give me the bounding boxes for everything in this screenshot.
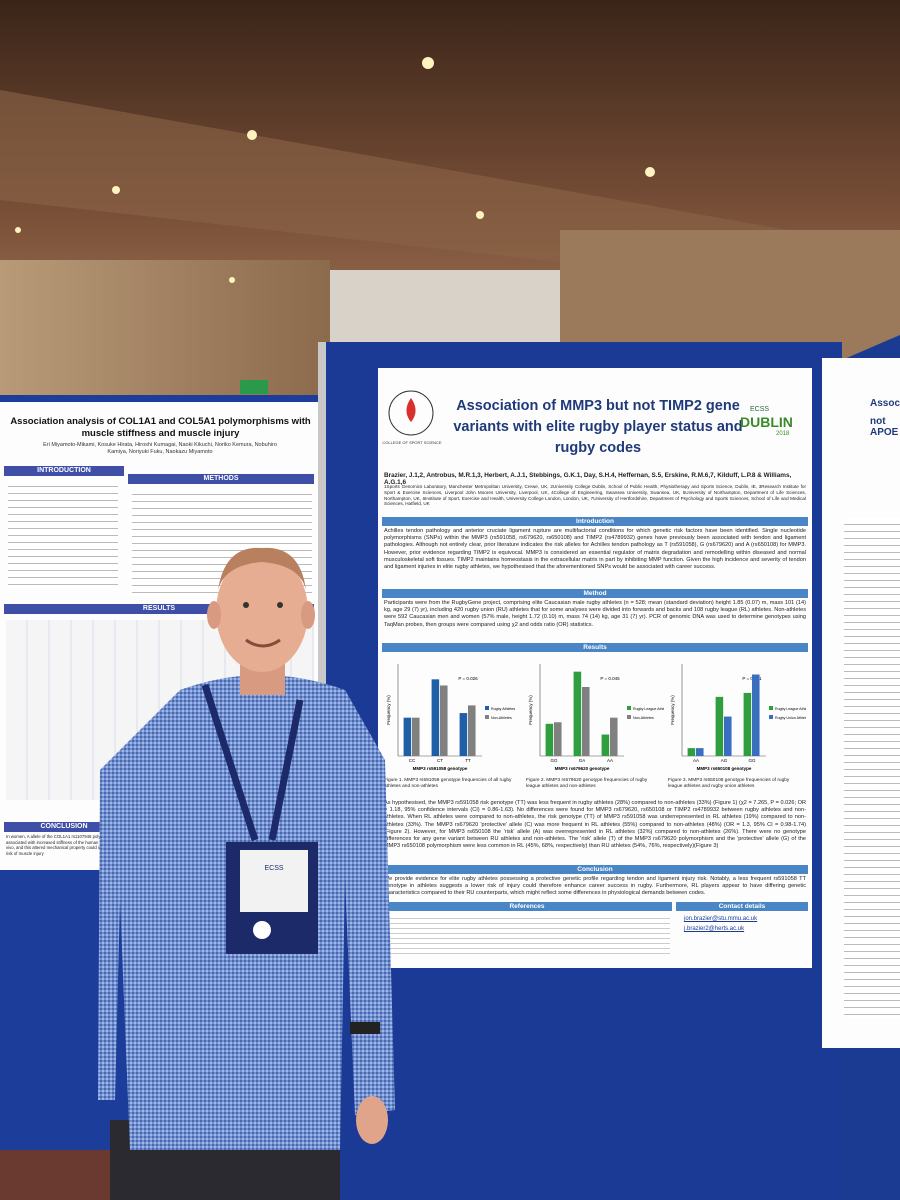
- x-tick-label: GG: [550, 758, 558, 763]
- section-text: Achilles tendon pathology and anterior c…: [384, 528, 806, 571]
- y-axis-label: Frequency (%): [670, 695, 675, 725]
- left-poster: Association analysis of COL1A1 and COL5A…: [0, 402, 318, 870]
- left-poster-authors: Eri Miyamoto-Mikami, Kosuke Hirata, Hiro…: [43, 442, 277, 455]
- x-axis-label: MMP3 rs650108 genotype: [697, 766, 752, 771]
- x-tick-label: AA: [607, 758, 613, 763]
- figures: Frequency (%) MMP3 rs591058 genotype P = 0…: [382, 656, 808, 796]
- bar: [412, 717, 420, 756]
- bar: [459, 713, 468, 756]
- logo-text: DUBLIN: [740, 414, 793, 430]
- x-tick-label: AA: [693, 758, 699, 763]
- results-text: As hypothesised, the MMP3 rs591058 risk …: [384, 800, 806, 850]
- x-tick-label: CT: [437, 758, 443, 763]
- section-heading: References: [382, 902, 672, 911]
- annotation: P = 0.026: [458, 676, 478, 681]
- right-poster: Associa not APOE: [822, 358, 900, 1048]
- x-tick-label: GA: [579, 758, 586, 763]
- text-block: [132, 488, 312, 598]
- x-axis-label: MMP3 rs591058 genotype: [413, 766, 468, 771]
- legend-label: Non-Athletes: [491, 716, 512, 720]
- bar: [582, 687, 590, 756]
- affiliations: 1Sports Genomics Laboratory, Manchester …: [384, 484, 806, 507]
- legend-swatch: [769, 706, 773, 710]
- section-heading: Introduction: [382, 517, 808, 526]
- figure-caption: Figure 1. MMP3 rs591058 genotype frequen…: [384, 778, 512, 789]
- right-poster-title: Associa: [870, 398, 900, 409]
- figure-caption: Figure 2. MMP3 rs679620 genotype frequen…: [526, 778, 648, 789]
- legend-label: Rugby League Athletes: [775, 707, 806, 711]
- legend-swatch: [485, 715, 489, 719]
- x-tick-label: CC: [409, 758, 416, 763]
- legend-label: Non-Athletes: [633, 716, 654, 720]
- bar: [468, 705, 476, 756]
- main-poster: COLLEGE OF SPORT SCIENCE Association of …: [378, 368, 812, 968]
- section-heading: Method: [382, 589, 808, 598]
- right-poster-subtitle: not APOE: [870, 416, 899, 438]
- legend-swatch: [627, 715, 631, 719]
- section-heading: Contact details: [676, 902, 808, 911]
- figure: Frequency (%) MMP3 rs679620 genotype P = 0…: [528, 664, 664, 771]
- annotation: P = 0.045: [600, 676, 620, 681]
- conclusion-text: In women, A allele of the COL1A1 rs11079…: [6, 834, 124, 856]
- text-block: [844, 518, 900, 1018]
- bar: [431, 679, 440, 756]
- contact-email[interactable]: jon.brazier@stu.mmu.ac.uk: [684, 916, 758, 922]
- legend-label: Rugby Athletes: [491, 707, 515, 711]
- figure: Frequency (%) MMP3 rs591058 genotype P = 0…: [386, 664, 515, 771]
- section-heading: RESULTS: [4, 604, 314, 614]
- authors: Brazier, J.1,2, Antrobus, M.R.1,3, Herbe…: [384, 472, 792, 486]
- x-tick-label: TT: [465, 758, 471, 763]
- bar: [696, 748, 704, 756]
- x-tick-label: GG: [748, 758, 756, 763]
- floor: [0, 1150, 330, 1200]
- section-heading: METHODS: [128, 474, 314, 484]
- x-tick-label: AG: [721, 758, 728, 763]
- window: [330, 270, 560, 350]
- bar: [610, 717, 618, 756]
- ceiling-lights: [15, 57, 655, 283]
- bar: [715, 696, 724, 756]
- results-area: [6, 620, 314, 800]
- college-logo: [388, 390, 434, 436]
- legend-label: Rugby League Athletes: [633, 707, 664, 711]
- section-heading: Conclusion: [382, 865, 808, 874]
- legend-label: Rugby Union Athletes: [775, 716, 806, 720]
- poster-title: Association of MMP3 but not TIMP2 gene v…: [453, 398, 743, 456]
- bar: [545, 723, 554, 756]
- bar: [573, 671, 582, 756]
- section-text: Participants were from the RugbyGene pro…: [384, 600, 806, 628]
- conclusion-text: We provide evidence for elite rugby athl…: [384, 876, 806, 897]
- y-axis-label: Frequency (%): [386, 695, 391, 725]
- wall: [0, 260, 330, 400]
- legend-swatch: [769, 715, 773, 719]
- section-heading: Results: [382, 643, 808, 652]
- exit-sign: [240, 380, 268, 394]
- bar: [440, 685, 448, 756]
- bar: [743, 692, 752, 756]
- section-heading: INTRODUCTION: [4, 466, 124, 476]
- references-list: [384, 914, 670, 954]
- logo-text: ECSS: [750, 406, 770, 413]
- bar: [724, 716, 732, 756]
- x-axis-label: MMP3 rs679620 genotype: [555, 766, 610, 771]
- logo-text: 2018: [776, 431, 790, 437]
- bar: [752, 674, 760, 756]
- bar: [687, 748, 696, 756]
- board-pole: [318, 342, 326, 1200]
- legend-swatch: [627, 706, 631, 710]
- logo-text: COLLEGE OF SPORT SCIENCE: [382, 440, 442, 445]
- bar: [554, 722, 562, 756]
- left-poster-title: Association analysis of COL1A1 and COL5A…: [10, 416, 311, 439]
- text-block: [8, 480, 118, 590]
- y-axis-label: Frequency (%): [528, 695, 533, 725]
- contact-email[interactable]: j.brazier2@herts.ac.uk: [684, 926, 745, 932]
- bar: [601, 734, 610, 756]
- bar: [403, 717, 412, 756]
- legend-swatch: [485, 706, 489, 710]
- section-heading: CONCLUSION: [4, 822, 124, 832]
- wall-right: [560, 230, 900, 360]
- figure-caption: Figure 3. MMP3 rs650108 genotype frequen…: [668, 778, 790, 789]
